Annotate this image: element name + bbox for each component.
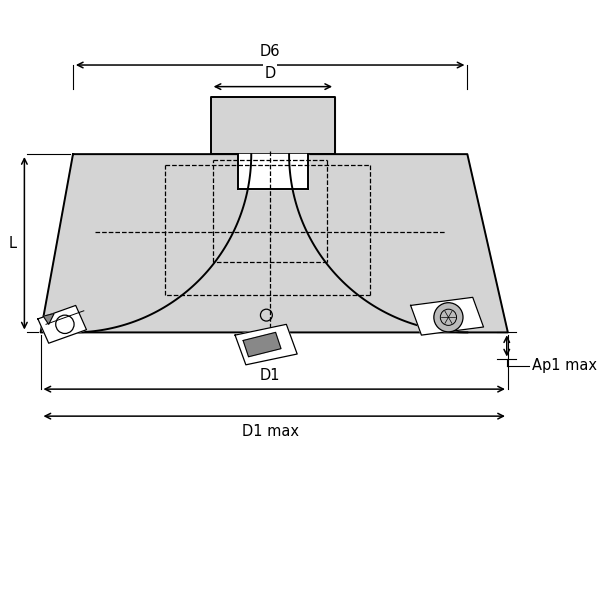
Polygon shape xyxy=(43,314,54,325)
Circle shape xyxy=(434,303,463,332)
Text: D6: D6 xyxy=(260,44,280,59)
Text: Ap1 max: Ap1 max xyxy=(532,358,597,373)
Polygon shape xyxy=(410,297,484,335)
Polygon shape xyxy=(238,154,308,189)
Polygon shape xyxy=(38,305,86,343)
Polygon shape xyxy=(41,154,508,332)
Text: D1: D1 xyxy=(260,368,280,383)
Polygon shape xyxy=(211,97,335,154)
Polygon shape xyxy=(243,332,281,357)
Text: D: D xyxy=(265,65,276,80)
Text: L: L xyxy=(8,236,17,251)
Text: D1 max: D1 max xyxy=(242,424,299,439)
Polygon shape xyxy=(235,325,297,365)
